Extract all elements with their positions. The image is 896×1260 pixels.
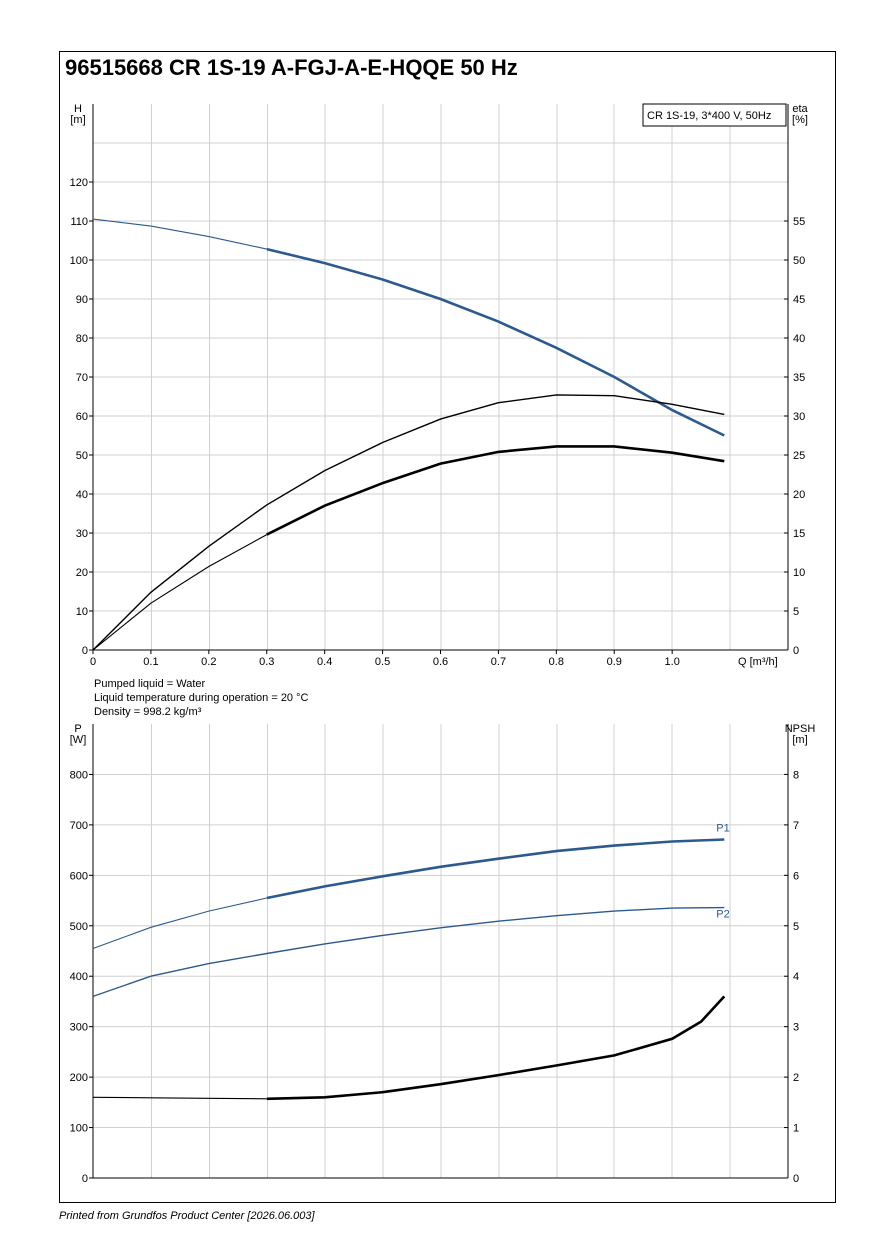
- y-tick-label-left: 50: [76, 450, 88, 462]
- y-tick-label-right: 25: [793, 450, 805, 462]
- series-label: P1: [716, 823, 729, 835]
- liquid-info-line: Pumped liquid = Water: [94, 678, 206, 690]
- y-axis-title-left: P: [74, 723, 81, 735]
- series-line: [92, 906, 725, 998]
- y-tick-label-left: 800: [70, 769, 88, 781]
- series-label: P2: [716, 909, 729, 921]
- x-tick-label: 0.9: [607, 656, 622, 668]
- y-tick-label-right: 50: [793, 255, 805, 267]
- x-tick-label: 0.6: [433, 656, 448, 668]
- y-tick-label-left: 100: [70, 1123, 88, 1135]
- y-tick-label-left: 500: [70, 921, 88, 933]
- y-tick-label-right: 6: [793, 870, 799, 882]
- y-tick-label-right: 5: [793, 606, 799, 618]
- y-axis-unit-left: [W]: [70, 734, 87, 746]
- y-tick-label-left: 600: [70, 870, 88, 882]
- y-tick-label-right: 4: [793, 971, 799, 983]
- x-tick-label: 0.3: [259, 656, 274, 668]
- series-line-thin: [92, 1096, 267, 1100]
- y-axis-unit-right: [%]: [792, 114, 808, 126]
- x-tick-label: 0.7: [491, 656, 506, 668]
- y-tick-label-right: 0: [793, 1173, 799, 1185]
- x-tick-label: 1.0: [665, 656, 680, 668]
- legend-text: CR 1S-19, 3*400 V, 50Hz: [647, 110, 771, 122]
- series-line: [92, 394, 725, 651]
- y-tick-label-left: 200: [70, 1072, 88, 1084]
- series-line-bold: [266, 838, 725, 900]
- x-tick-label: 0.2: [201, 656, 216, 668]
- y-tick-label-left: 60: [76, 411, 88, 423]
- series-line-thin: [92, 534, 268, 651]
- y-tick-label-left: 300: [70, 1022, 88, 1034]
- y-axis-title-right: NPSH: [785, 723, 816, 735]
- y-tick-label-left: 20: [76, 567, 88, 579]
- x-tick-label: 0.1: [143, 656, 158, 668]
- y-tick-label-left: 0: [82, 1173, 88, 1185]
- series-line-thin: [92, 897, 267, 950]
- y-tick-label-right: 35: [793, 372, 805, 384]
- y-tick-label-right: 8: [793, 769, 799, 781]
- page-frame: [59, 51, 836, 1203]
- y-tick-label-right: 15: [793, 528, 805, 540]
- y-tick-label-left: 110: [70, 216, 88, 228]
- page-title: 96515668 CR 1S-19 A-FGJ-A-E-HQQE 50 Hz: [65, 55, 518, 80]
- y-tick-label-left: 400: [70, 971, 88, 983]
- y-tick-label-left: 0: [82, 645, 88, 657]
- y-tick-label-right: 30: [793, 411, 805, 423]
- series-line-thin: [92, 218, 267, 250]
- series-line-bold: [266, 445, 725, 536]
- y-axis-title-left: H: [74, 103, 82, 115]
- y-tick-label-right: 20: [793, 489, 805, 501]
- y-tick-label-right: 3: [793, 1022, 799, 1034]
- y-tick-label-left: 90: [76, 294, 88, 306]
- y-tick-label-right: 1: [793, 1123, 799, 1135]
- y-tick-label-right: 45: [793, 294, 805, 306]
- y-axis-title-right: eta: [792, 103, 808, 115]
- series-line-bold: [266, 247, 725, 437]
- y-tick-label-left: 40: [76, 489, 88, 501]
- y-tick-label-right: 7: [793, 820, 799, 832]
- y-tick-label-right: 5: [793, 921, 799, 933]
- y-tick-label-left: 80: [76, 333, 88, 345]
- y-tick-label-left: 700: [70, 820, 88, 832]
- y-tick-label-left: 10: [76, 606, 88, 618]
- y-tick-label-left: 100: [70, 255, 88, 267]
- y-tick-label-right: 2: [793, 1072, 799, 1084]
- legend-box: [642, 103, 787, 127]
- y-tick-label-right: 0: [793, 645, 799, 657]
- y-axis-unit-left: [m]: [70, 114, 85, 126]
- y-tick-label-left: 120: [70, 177, 88, 189]
- y-tick-label-right: 40: [793, 333, 805, 345]
- y-tick-label-right: 55: [793, 216, 805, 228]
- x-tick-label: 0.4: [317, 656, 332, 668]
- x-tick-label: 0.5: [375, 656, 390, 668]
- x-axis-title: Q [m³/h]: [738, 656, 778, 668]
- liquid-info-line: Density = 998.2 kg/m³: [94, 706, 202, 718]
- series-line-bold: [266, 995, 726, 1101]
- liquid-info-line: Liquid temperature during operation = 20…: [94, 692, 309, 704]
- x-tick-label: 0: [90, 656, 96, 668]
- y-tick-label-right: 10: [793, 567, 805, 579]
- x-tick-label: 0.8: [549, 656, 564, 668]
- y-axis-unit-right: [m]: [792, 734, 807, 746]
- y-tick-label-left: 70: [76, 372, 88, 384]
- footer-note: Printed from Grundfos Product Center [20…: [59, 1210, 315, 1222]
- y-tick-label-left: 30: [76, 528, 88, 540]
